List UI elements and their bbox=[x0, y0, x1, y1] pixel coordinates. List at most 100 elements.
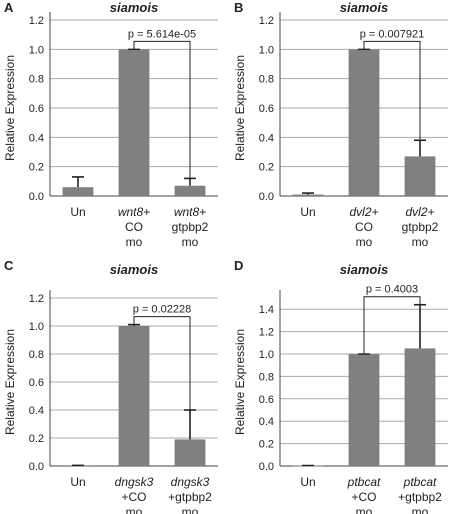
y-tick-label: 0.8 bbox=[259, 371, 274, 383]
bar bbox=[404, 156, 436, 196]
x-tick-line: CO bbox=[125, 220, 143, 234]
y-tick-label: 0.8 bbox=[29, 74, 44, 86]
y-tick-label: 0.6 bbox=[29, 377, 44, 389]
x-tick-label: Un bbox=[300, 205, 315, 219]
y-tick-label: 1.2 bbox=[259, 15, 274, 27]
x-tick-line: Un bbox=[70, 205, 85, 219]
x-tick-label: dngsk3 +CO mo bbox=[115, 475, 154, 514]
x-tick-line: Un bbox=[300, 475, 315, 489]
x-tick-line: wnt8+ bbox=[118, 205, 150, 219]
x-tick-line: mo bbox=[182, 235, 199, 249]
bar bbox=[174, 185, 206, 196]
x-tick-label: Un bbox=[70, 475, 85, 489]
y-tick-label: 0.0 bbox=[259, 461, 274, 473]
x-tick-line: mo bbox=[126, 505, 143, 514]
x-tick-line: wnt8+ bbox=[174, 205, 206, 219]
panel-label: C bbox=[4, 258, 14, 273]
bar bbox=[348, 354, 380, 466]
y-tick-label: 0.2 bbox=[259, 439, 274, 451]
x-tick-line: mo bbox=[356, 505, 373, 514]
x-tick-line: gtpbp2 bbox=[172, 220, 209, 234]
y-tick-label: 0.4 bbox=[259, 132, 274, 144]
x-tick-line: mo bbox=[126, 235, 143, 249]
p-value-label: p = 5.614e-05 bbox=[128, 28, 196, 40]
chart-title: siamois bbox=[340, 262, 388, 277]
x-tick-line: ptbcat bbox=[347, 475, 381, 489]
p-value-label: p = 0.02228 bbox=[133, 304, 191, 316]
x-tick-label: wnt8+ CO mo bbox=[118, 205, 150, 249]
y-tick-label: 1.0 bbox=[29, 321, 44, 333]
bar bbox=[118, 326, 150, 466]
y-tick-label: 0.0 bbox=[29, 191, 44, 203]
x-tick-line: mo bbox=[412, 235, 429, 249]
y-tick-label: 1.2 bbox=[29, 15, 44, 27]
bar bbox=[404, 348, 436, 466]
bar bbox=[348, 49, 380, 197]
x-tick-label: Un bbox=[70, 205, 85, 219]
bar bbox=[118, 49, 150, 197]
bar bbox=[62, 187, 94, 196]
y-tick-label: 0.6 bbox=[259, 394, 274, 406]
y-tick-label: 0.2 bbox=[29, 162, 44, 174]
significance-bracket bbox=[363, 40, 421, 141]
y-tick-label: 0.4 bbox=[29, 132, 44, 144]
x-tick-label: dvl2+ gtpbp2 mo bbox=[402, 205, 439, 249]
panel-label: B bbox=[234, 0, 243, 15]
y-tick-label: 1.2 bbox=[259, 327, 274, 339]
x-tick-line: CO bbox=[355, 220, 373, 234]
chart-title: siamois bbox=[110, 0, 158, 15]
y-tick-label: 1.4 bbox=[259, 304, 274, 316]
y-tick-label: 0.2 bbox=[29, 433, 44, 445]
x-tick-line: Un bbox=[70, 475, 85, 489]
x-tick-line: dvl2+ bbox=[405, 205, 434, 219]
y-axis-label: Relative Expression bbox=[233, 55, 247, 161]
panel-label: D bbox=[234, 258, 243, 273]
panel-label: A bbox=[4, 0, 14, 15]
y-tick-label: 0.2 bbox=[259, 162, 274, 174]
x-tick-line: mo bbox=[182, 505, 199, 514]
y-tick-label: 1.0 bbox=[259, 44, 274, 56]
x-tick-line: ptbcat bbox=[403, 475, 437, 489]
x-tick-line: dngsk3 bbox=[171, 475, 210, 489]
x-tick-label: wnt8+ gtpbp2 mo bbox=[172, 205, 209, 249]
y-tick-label: 0.6 bbox=[29, 103, 44, 115]
significance-bracket bbox=[133, 40, 191, 179]
y-tick-label: 0.4 bbox=[259, 416, 274, 428]
y-tick-label: 0.0 bbox=[259, 191, 274, 203]
y-tick-label: 1.2 bbox=[29, 293, 44, 305]
x-tick-line: dvl2+ bbox=[349, 205, 378, 219]
x-tick-label: dvl2+ CO mo bbox=[349, 205, 378, 249]
x-tick-line: +CO bbox=[121, 490, 146, 504]
x-tick-line: +CO bbox=[351, 490, 376, 504]
y-axis-label: Relative Expression bbox=[3, 55, 17, 161]
chart-title: siamois bbox=[340, 0, 388, 15]
x-tick-label: ptbcat +CO mo bbox=[347, 475, 381, 514]
y-tick-label: 0.0 bbox=[29, 461, 44, 473]
bar bbox=[174, 439, 206, 466]
x-tick-line: mo bbox=[356, 235, 373, 249]
p-value-label: p = 0.4003 bbox=[366, 284, 418, 296]
x-tick-line: Un bbox=[300, 205, 315, 219]
x-tick-label: ptbcat +gtpbp2 mo bbox=[398, 475, 442, 514]
y-tick-label: 0.8 bbox=[259, 74, 274, 86]
x-tick-label: dngsk3 +gtpbp2 mo bbox=[168, 475, 212, 514]
x-tick-line: +gtpbp2 bbox=[398, 490, 442, 504]
x-tick-line: gtpbp2 bbox=[402, 220, 439, 234]
chart-title: siamois bbox=[110, 262, 158, 277]
significance-bracket bbox=[363, 296, 421, 354]
y-axis-label: Relative Expression bbox=[233, 329, 247, 435]
y-tick-label: 0.4 bbox=[29, 405, 44, 417]
bar bbox=[292, 194, 324, 196]
y-tick-label: 0.6 bbox=[259, 103, 274, 115]
x-tick-label: Un bbox=[300, 475, 315, 489]
y-tick-label: 0.8 bbox=[29, 349, 44, 361]
x-tick-line: dngsk3 bbox=[115, 475, 154, 489]
p-value-label: p = 0.007921 bbox=[360, 28, 425, 40]
significance-bracket bbox=[133, 316, 191, 410]
x-tick-line: +gtpbp2 bbox=[168, 490, 212, 504]
y-tick-label: 1.0 bbox=[259, 349, 274, 361]
